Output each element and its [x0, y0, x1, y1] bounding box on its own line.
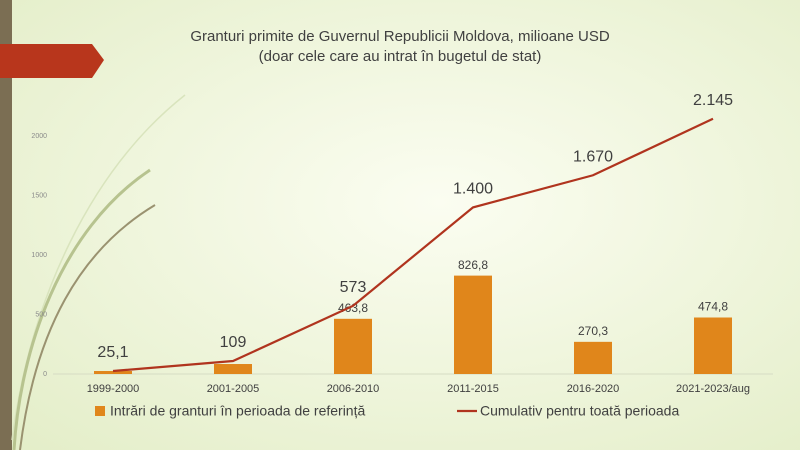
chart-subtitle: (doar cele care au intrat în bugetul de … [259, 48, 542, 65]
bar [214, 364, 252, 374]
y-tick-label: 2000 [31, 133, 47, 140]
y-tick-label: 1500 [31, 192, 47, 199]
legend-label: Intrări de granturi în perioada de refer… [110, 403, 365, 419]
bar-value-label: 270,3 [578, 324, 608, 338]
bar [94, 371, 132, 374]
x-tick-label: 1999-2000 [87, 383, 140, 395]
x-tick-label: 2001-2005 [207, 383, 260, 395]
line-value-label: 2.145 [693, 92, 733, 109]
y-tick-label: 1000 [31, 252, 47, 259]
side-stripe [0, 0, 12, 450]
x-tick-label: 2016-2020 [567, 383, 620, 395]
legend-label: Cumulativ pentru toată perioada [480, 403, 679, 419]
legend-swatch [95, 406, 105, 416]
banner [0, 44, 104, 78]
x-tick-label: 2011-2015 [447, 383, 499, 395]
line-value-label: 1.400 [453, 181, 493, 198]
bar-value-label: 463,8 [338, 301, 368, 315]
bar [694, 317, 732, 374]
bar-value-label: 474,8 [698, 300, 728, 314]
y-tick-label: 500 [35, 311, 47, 318]
line [112, 117, 714, 373]
bar [334, 318, 372, 374]
bar [574, 341, 612, 374]
x-tick-label: 2021-2023/aug [676, 383, 750, 395]
decor-curve [19, 204, 156, 450]
decor-curve [12, 168, 151, 450]
chart-title: Granturi primite de Guvernul Republicii … [190, 28, 610, 45]
line-value-label: 25,1 [97, 344, 128, 361]
bar-value-label: 826,8 [458, 258, 488, 272]
bar [454, 275, 492, 374]
x-tick-label: 2006-2010 [327, 383, 380, 395]
y-tick-label: 0 [43, 371, 47, 378]
line-value-label: 109 [220, 334, 247, 351]
line-value-label: 573 [340, 279, 367, 296]
line-value-label: 1.670 [573, 148, 613, 165]
